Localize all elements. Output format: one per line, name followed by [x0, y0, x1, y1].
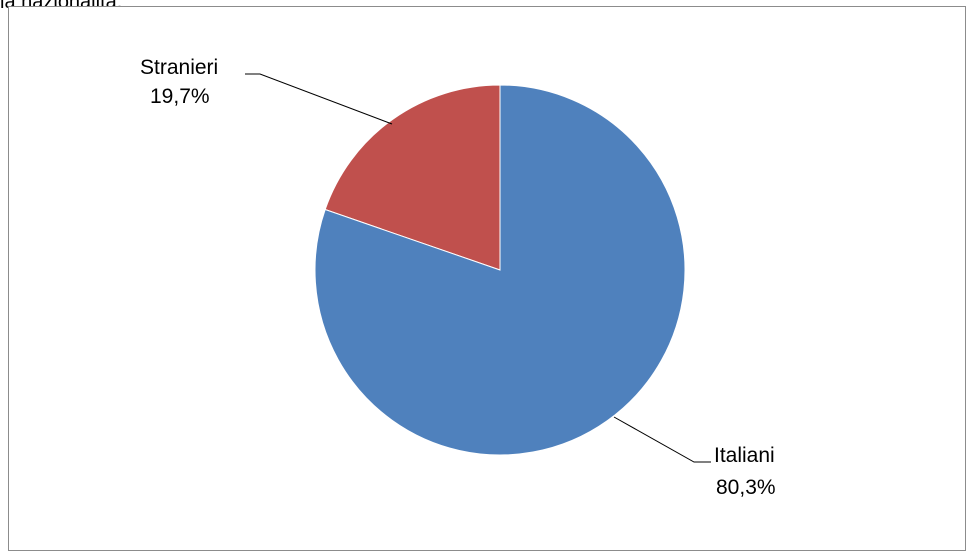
category-label-stranieri: Stranieri: [140, 56, 218, 79]
value-label-italiani: 80,3%: [716, 476, 776, 499]
pie-slice-stranieri: [324, 84, 501, 271]
leader-line-stranieri: [245, 73, 393, 125]
value-label-stranieri: 19,7%: [150, 85, 210, 108]
category-label-italiani: Italiani: [714, 444, 775, 467]
pie-slice-italiani: [314, 84, 686, 456]
slice-label-stranieri: Stranieri 19,7%: [140, 56, 393, 125]
slice-label-italiani: Italiani 80,3%: [613, 416, 776, 499]
pie-slices: [314, 84, 686, 456]
leader-line-italiani: [613, 416, 711, 463]
